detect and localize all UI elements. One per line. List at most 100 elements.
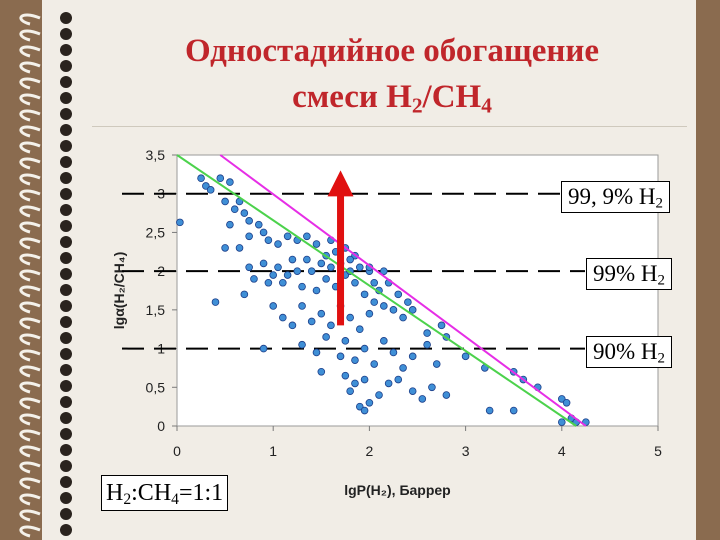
- data-point: [312, 286, 321, 295]
- data-point: [437, 321, 446, 330]
- data-point: [365, 398, 374, 407]
- spiral-ring: [19, 221, 41, 234]
- spiral-hole: [60, 124, 72, 136]
- y-tick-label: 2,5: [146, 224, 166, 240]
- data-point: [264, 236, 273, 244]
- data-point: [298, 302, 306, 310]
- label-90-sub: 2: [657, 350, 665, 367]
- data-point: [351, 356, 359, 364]
- label-90-h2: 90% H2: [586, 336, 672, 368]
- ratio-b: :CH: [131, 480, 172, 506]
- y-axis-label: lgα(H₂/CH₄): [111, 252, 127, 330]
- spiral-hole: [60, 268, 72, 280]
- spiral-hole: [60, 188, 72, 200]
- data-point: [355, 263, 364, 272]
- spiral-hole: [60, 172, 72, 184]
- spiral-hole: [60, 44, 72, 56]
- data-point: [341, 337, 350, 345]
- spiral-binding: [19, 12, 72, 538]
- data-point: [288, 255, 297, 264]
- spiral-hole: [60, 236, 72, 248]
- title-sub-1: 2: [411, 93, 423, 118]
- spiral-hole: [60, 316, 72, 328]
- spiral-hole: [60, 108, 72, 120]
- data-point: [176, 218, 184, 227]
- spiral-hole: [60, 300, 72, 312]
- data-point: [288, 321, 297, 330]
- spiral-ring: [19, 173, 41, 186]
- data-point: [418, 395, 427, 403]
- y-tick-label: 1,5: [146, 302, 166, 318]
- data-point: [274, 263, 282, 272]
- spiral-ring: [19, 13, 41, 26]
- data-point: [509, 406, 518, 415]
- data-point: [259, 228, 268, 237]
- data-point: [370, 360, 379, 368]
- data-point: [336, 352, 345, 361]
- spiral-ring: [19, 237, 41, 250]
- data-point: [557, 418, 566, 426]
- data-point: [206, 186, 215, 194]
- spiral-hole: [60, 12, 72, 24]
- data-point: [428, 383, 436, 392]
- data-point: [370, 278, 379, 287]
- data-point: [221, 197, 229, 206]
- spiral-ring: [19, 61, 41, 74]
- data-point: [370, 298, 379, 306]
- data-point: [312, 240, 321, 248]
- spiral-ring: [19, 429, 41, 442]
- title-line-2: смеси Н2/СН4: [92, 74, 692, 120]
- magenta-upper-bound: [219, 154, 587, 427]
- data-point: [317, 259, 326, 268]
- data-point: [380, 267, 388, 275]
- data-point: [327, 263, 335, 272]
- data-point: [197, 174, 205, 183]
- x-tick-label: 0: [173, 443, 181, 459]
- spiral-ring: [19, 509, 41, 522]
- spiral-ring: [19, 77, 41, 90]
- spiral-ring: [19, 141, 41, 154]
- data-point: [259, 259, 268, 268]
- y-tick-label: 0: [157, 418, 165, 434]
- label-99-9-text: 99, 9% H: [568, 184, 656, 209]
- data-point: [423, 340, 431, 349]
- data-point: [254, 220, 263, 229]
- ratio-b-sub: 4: [171, 490, 179, 508]
- data-point: [432, 360, 441, 368]
- data-point: [384, 379, 393, 388]
- spiral-hole: [60, 412, 72, 424]
- spiral-ring: [19, 397, 41, 410]
- data-point: [360, 375, 369, 384]
- spiral-hole: [60, 492, 72, 504]
- spiral-hole: [60, 508, 72, 520]
- data-point: [442, 391, 451, 399]
- data-point: [230, 205, 239, 214]
- data-point: [221, 244, 229, 252]
- data-point: [399, 313, 407, 322]
- x-tick-label: 4: [558, 443, 566, 459]
- spiral-ring: [19, 525, 41, 538]
- spiral-ring: [19, 29, 41, 42]
- data-point: [562, 398, 571, 407]
- spiral-ring: [19, 157, 41, 170]
- data-point: [346, 387, 354, 395]
- data-point: [235, 244, 244, 252]
- spiral-ring: [19, 349, 41, 362]
- label-90-text: 90% H: [593, 339, 658, 364]
- spiral-ring: [19, 461, 41, 474]
- spiral-ring: [19, 109, 41, 122]
- data-point: [355, 325, 364, 334]
- data-point: [389, 306, 398, 314]
- spiral-hole: [60, 444, 72, 456]
- spiral-hole: [60, 460, 72, 472]
- spiral-ring: [19, 285, 41, 298]
- data-point: [211, 298, 220, 306]
- spiral-ring: [19, 301, 41, 314]
- spiral-hole: [60, 252, 72, 264]
- data-point: [240, 209, 249, 217]
- data-point: [351, 278, 359, 287]
- spiral-ring: [19, 253, 41, 266]
- y-tick-label: 0,5: [146, 379, 166, 395]
- spiral-ring: [19, 477, 41, 490]
- spiral-hole: [60, 524, 72, 536]
